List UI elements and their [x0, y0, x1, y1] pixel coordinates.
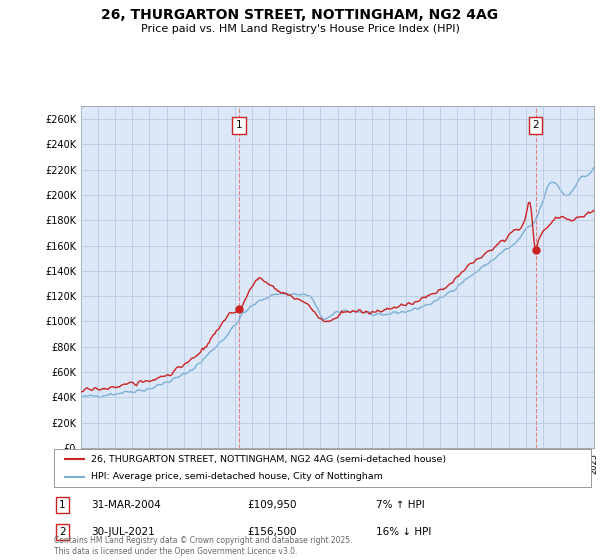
Text: £156,500: £156,500	[247, 527, 297, 537]
Text: 31-MAR-2004: 31-MAR-2004	[92, 500, 161, 510]
Text: 1: 1	[236, 120, 242, 130]
Text: HPI: Average price, semi-detached house, City of Nottingham: HPI: Average price, semi-detached house,…	[91, 473, 382, 482]
Text: 26, THURGARTON STREET, NOTTINGHAM, NG2 4AG: 26, THURGARTON STREET, NOTTINGHAM, NG2 4…	[101, 8, 499, 22]
Text: Contains HM Land Registry data © Crown copyright and database right 2025.
This d: Contains HM Land Registry data © Crown c…	[54, 536, 353, 556]
Text: 26, THURGARTON STREET, NOTTINGHAM, NG2 4AG (semi-detached house): 26, THURGARTON STREET, NOTTINGHAM, NG2 4…	[91, 455, 446, 464]
Text: 1: 1	[59, 500, 66, 510]
Text: £109,950: £109,950	[247, 500, 297, 510]
Text: 2: 2	[532, 120, 539, 130]
Text: 2: 2	[59, 527, 66, 537]
Text: 16% ↓ HPI: 16% ↓ HPI	[376, 527, 431, 537]
Text: 7% ↑ HPI: 7% ↑ HPI	[376, 500, 425, 510]
Text: 30-JUL-2021: 30-JUL-2021	[92, 527, 155, 537]
Text: Price paid vs. HM Land Registry's House Price Index (HPI): Price paid vs. HM Land Registry's House …	[140, 24, 460, 34]
